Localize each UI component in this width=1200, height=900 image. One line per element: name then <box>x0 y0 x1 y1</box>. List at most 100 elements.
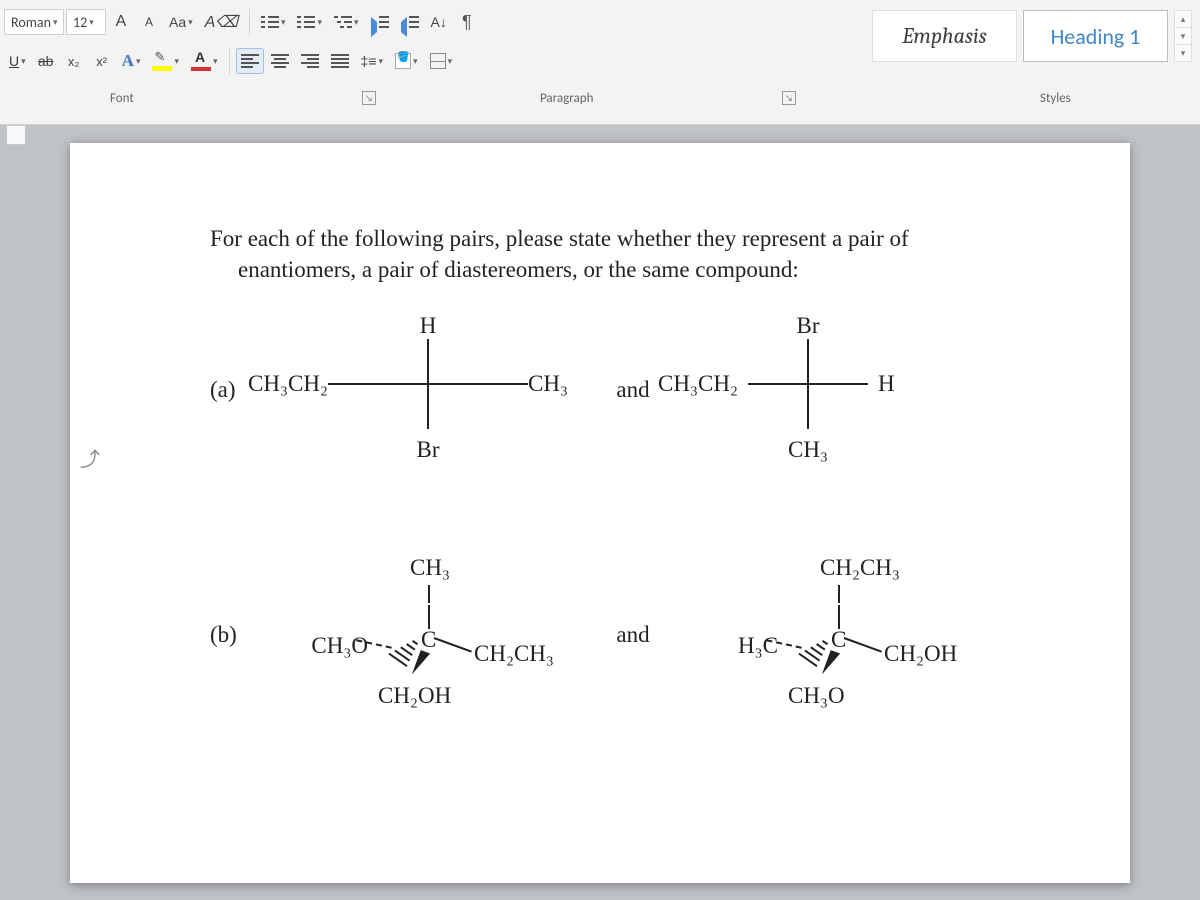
change-case-button[interactable]: Aa▾ <box>164 9 198 35</box>
superscript-button[interactable]: x² <box>89 48 115 74</box>
b-left-top: CH₃ <box>410 555 450 581</box>
separator <box>229 48 230 74</box>
bullets-button[interactable]: ▾ <box>256 9 291 35</box>
underline-icon: U <box>9 53 19 69</box>
font-color-button[interactable]: ▾ <box>186 48 223 74</box>
align-left-icon <box>241 54 259 68</box>
styles-more[interactable]: ▾ <box>1175 44 1191 61</box>
paragraph-dialog-launcher[interactable]: ↘ <box>782 91 796 105</box>
styles-scroll-down[interactable]: ▾ <box>1175 27 1191 44</box>
text-effects-button[interactable]: A▾ <box>117 48 146 74</box>
grow-font-icon: A <box>116 13 127 31</box>
grow-font-button[interactable]: A <box>108 9 134 35</box>
font-size-combo[interactable]: 12 ▾ <box>66 9 106 35</box>
chevron-down-icon: ▾ <box>19 56 26 67</box>
styles-gallery: Emphasis Heading 1 ▴ ▾ ▾ <box>872 6 1192 66</box>
chevron-down-icon: ▾ <box>134 56 141 67</box>
align-center-button[interactable] <box>266 48 294 74</box>
style-heading1[interactable]: Heading 1 <box>1023 10 1168 62</box>
show-marks-button[interactable]: ¶ <box>454 9 480 35</box>
question-line2: enantiomers, a pair of diastereomers, or… <box>210 254 1020 285</box>
style-heading1-label: Heading 1 <box>1051 23 1141 50</box>
group-font-label: Font <box>110 91 134 106</box>
ribbon-group-labels: Font ↘ Paragraph ↘ Styles <box>0 80 1200 116</box>
align-center-icon <box>271 54 289 68</box>
decrease-indent-icon <box>371 15 389 29</box>
numbering-icon <box>297 14 315 30</box>
b-right-tl: H₃C <box>708 633 778 659</box>
chevron-down-icon: ▾ <box>211 56 218 67</box>
pair-a-mol-right: Br CH₃CH₂ H CH₃ <box>708 325 908 455</box>
shading-icon <box>395 53 411 69</box>
align-justify-icon <box>331 54 349 68</box>
a-right-top: Br <box>708 313 908 339</box>
b-right-r: CH₂OH <box>884 641 957 667</box>
group-styles-label: Styles <box>1040 91 1071 106</box>
numbering-button[interactable]: ▾ <box>292 9 327 35</box>
align-justify-button[interactable] <box>326 48 354 74</box>
sort-icon: A↓ <box>431 14 447 30</box>
document-area: ⤴ For each of the following pairs, pleas… <box>0 125 1200 900</box>
sort-button[interactable]: A↓ <box>426 9 452 35</box>
change-case-icon: Aa <box>169 14 186 30</box>
chevron-down-icon: ▾ <box>446 56 453 67</box>
text-effects-icon: A <box>122 51 134 71</box>
pair-a: (a) H CH₃CH₂ CH₃ Br and Br CH₃CH₂ H CH₃ <box>210 325 1020 455</box>
align-right-icon <box>301 54 319 68</box>
borders-icon <box>430 53 446 69</box>
underline-button[interactable]: U▾ <box>4 48 31 74</box>
chevron-down-icon: ▾ <box>51 17 58 28</box>
a-left-top: H <box>298 313 558 339</box>
separator <box>249 9 250 35</box>
chevron-down-icon: ▾ <box>172 56 179 67</box>
page[interactable]: ⤴ For each of the following pairs, pleas… <box>70 143 1130 883</box>
shrink-font-button[interactable]: A <box>136 9 162 35</box>
highlight-icon <box>152 51 172 71</box>
line-spacing-button[interactable]: ‡≡▾ <box>356 48 389 74</box>
pair-b-mol-right: CH₂CH₃ C H₃C CH₂OH CH₃O <box>708 555 968 715</box>
font-size-value: 12 <box>73 14 87 31</box>
question-line1: For each of the following pairs, please … <box>210 226 909 251</box>
shading-button[interactable]: ▾ <box>390 48 423 74</box>
font-dialog-launcher[interactable]: ↘ <box>362 91 376 105</box>
superscript-icon: x² <box>96 54 107 69</box>
font-name-combo[interactable]: Roman ▾ <box>4 9 64 35</box>
b-right-top: CH₂CH₃ <box>820 555 900 581</box>
font-name-value: Roman <box>11 14 51 31</box>
multilevel-list-button[interactable]: ▾ <box>329 9 364 35</box>
pilcrow-icon: ¶ <box>462 12 472 33</box>
pair-a-mol-left: H CH₃CH₂ CH₃ Br <box>298 325 558 455</box>
and-text: and <box>598 622 668 648</box>
chevron-down-icon: ▾ <box>87 17 94 28</box>
borders-button[interactable]: ▾ <box>425 48 458 74</box>
pair-b-mol-left: CH₃ C CH₃O CH₂CH₃ CH₂OH <box>298 555 558 715</box>
b-left-tl: CH₃O <box>298 633 368 659</box>
subscript-icon: x₂ <box>68 54 80 69</box>
group-paragraph-label: Paragraph <box>540 91 593 106</box>
font-color-icon <box>191 51 211 71</box>
styles-scroll-up[interactable]: ▴ <box>1175 11 1191 27</box>
align-right-button[interactable] <box>296 48 324 74</box>
question-text: For each of the following pairs, please … <box>210 223 1020 285</box>
multilevel-icon <box>334 14 352 30</box>
a-right-bot: CH₃ <box>708 437 908 463</box>
cursor-margin-icon: ⤴ <box>80 443 100 472</box>
shrink-font-icon: A <box>145 15 153 29</box>
increase-indent-icon <box>401 15 419 29</box>
ribbon: Roman ▾ 12 ▾ A A Aa▾ A⌫ ▾ ▾ <box>0 0 1200 125</box>
highlight-button[interactable]: ▾ <box>147 48 184 74</box>
clear-format-button[interactable]: A⌫ <box>200 9 243 35</box>
line-spacing-icon: ‡≡ <box>361 53 377 69</box>
styles-expand: ▴ ▾ ▾ <box>1174 10 1192 62</box>
strike-icon: ab <box>38 53 54 69</box>
style-emphasis[interactable]: Emphasis <box>872 10 1017 62</box>
a-right-right: H <box>878 371 938 397</box>
pair-b-label: (b) <box>210 622 258 648</box>
a-left-bot: Br <box>298 437 558 463</box>
decrease-indent-button[interactable] <box>366 9 394 35</box>
style-emphasis-label: Emphasis <box>902 23 986 49</box>
subscript-button[interactable]: x₂ <box>61 48 87 74</box>
strike-button[interactable]: ab <box>33 48 59 74</box>
align-left-button[interactable] <box>236 48 264 74</box>
increase-indent-button[interactable] <box>396 9 424 35</box>
